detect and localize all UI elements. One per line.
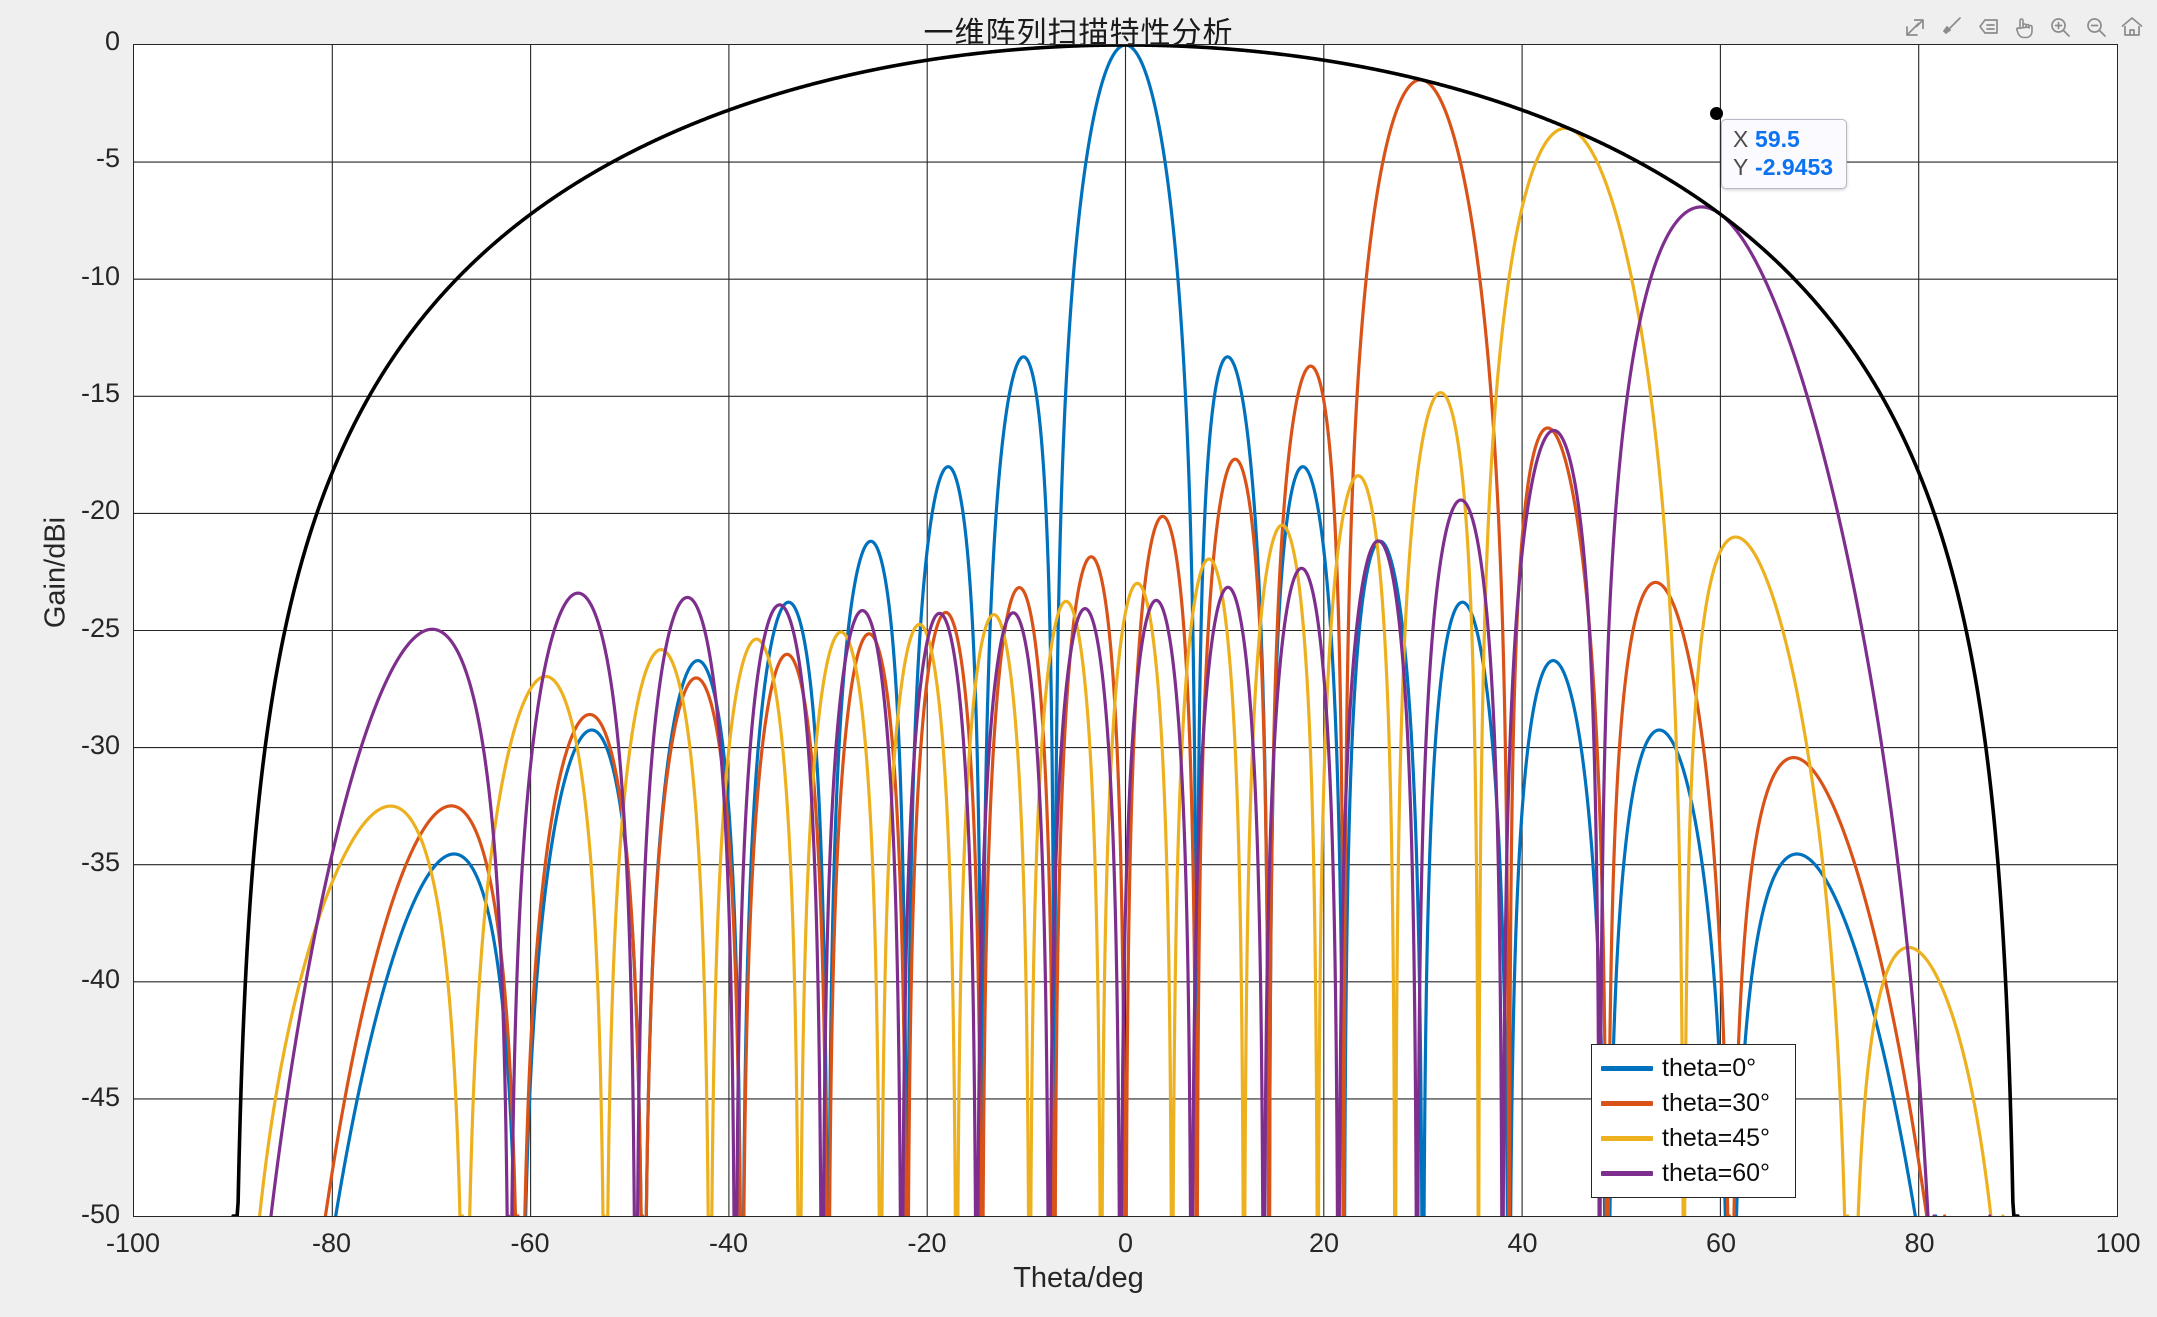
y-tick-label: -25 xyxy=(80,612,120,643)
curve-2 xyxy=(248,128,2003,1216)
datatip-icon[interactable] xyxy=(1973,12,2003,42)
legend-color-swatch xyxy=(1601,1101,1653,1106)
grid-lines xyxy=(134,45,2117,1216)
pan-icon[interactable] xyxy=(2009,12,2039,42)
legend-item-label: theta=60° xyxy=(1662,1159,1771,1187)
y-tick-label: -35 xyxy=(80,847,120,878)
y-axis-label: Gain/dBi xyxy=(39,516,72,629)
x-tick-label: 60 xyxy=(1705,1228,1737,1258)
x-tick-label: -60 xyxy=(510,1228,550,1258)
legend[interactable]: theta=0° theta=30° theta=45° theta=60° xyxy=(1591,1044,1796,1198)
legend-item-label: theta=30° xyxy=(1662,1089,1771,1117)
legend-item[interactable]: theta=0° xyxy=(1592,1051,1795,1086)
curve-0 xyxy=(315,45,1935,1216)
curve-4 xyxy=(233,45,2018,1216)
legend-color-swatch xyxy=(1601,1066,1653,1071)
y-tick-label: -10 xyxy=(80,260,120,291)
datatip-x-key: X xyxy=(1733,126,1749,153)
datatip-box[interactable]: X 59.5 Y -2.9453 xyxy=(1721,119,1848,190)
x-tick-label: -40 xyxy=(708,1228,749,1258)
x-tick-label: -100 xyxy=(105,1228,161,1258)
x-tick-label: 20 xyxy=(1308,1228,1340,1258)
curve-3 xyxy=(257,207,1990,1216)
x-tick-label: -80 xyxy=(311,1228,352,1258)
datatip-x-row: X 59.5 xyxy=(1733,125,1835,153)
zoom-in-icon[interactable] xyxy=(2045,12,2075,42)
datatip-y-key: Y xyxy=(1733,154,1749,181)
x-tick-label: 40 xyxy=(1507,1228,1538,1258)
data-curves xyxy=(134,45,2117,1216)
y-tick-label: -20 xyxy=(80,495,120,526)
legend-item-label: theta=0° xyxy=(1662,1054,1757,1082)
legend-item-label: theta=45° xyxy=(1662,1124,1771,1152)
y-tick-label: -45 xyxy=(80,1081,120,1112)
brush-icon[interactable] xyxy=(1937,12,1967,42)
home-icon[interactable] xyxy=(2117,12,2147,42)
datatip-marker xyxy=(1709,106,1723,120)
x-tick-label: -20 xyxy=(907,1228,947,1258)
y-tick-label: 0 xyxy=(104,26,120,56)
y-tick-label: -50 xyxy=(80,1199,120,1229)
axes-toolbar xyxy=(1901,8,2147,46)
y-tick-label: -5 xyxy=(95,143,120,174)
legend-color-swatch xyxy=(1601,1136,1653,1141)
zoom-out-icon[interactable] xyxy=(2081,12,2111,42)
legend-item[interactable]: theta=45° xyxy=(1592,1121,1795,1156)
legend-color-swatch xyxy=(1601,1171,1653,1176)
export-icon[interactable] xyxy=(1901,12,1931,42)
datatip-x-value: 59.5 xyxy=(1755,126,1800,153)
datatip-y-value: -2.9453 xyxy=(1755,154,1834,181)
x-tick-label: 80 xyxy=(1904,1228,1935,1258)
y-tick-label: -15 xyxy=(80,377,120,408)
y-tick-label: -40 xyxy=(80,964,120,995)
legend-item[interactable]: theta=60° xyxy=(1592,1156,1795,1191)
datatip-y-row: Y -2.9453 xyxy=(1733,153,1835,181)
y-tick-label: -30 xyxy=(80,729,120,760)
x-tick-label: 0 xyxy=(1117,1228,1134,1258)
plot-area[interactable] xyxy=(133,44,2118,1217)
x-tick-label: 100 xyxy=(2095,1228,2141,1258)
legend-item[interactable]: theta=30° xyxy=(1592,1086,1795,1121)
x-axis-label: Theta/deg xyxy=(1013,1262,1144,1294)
